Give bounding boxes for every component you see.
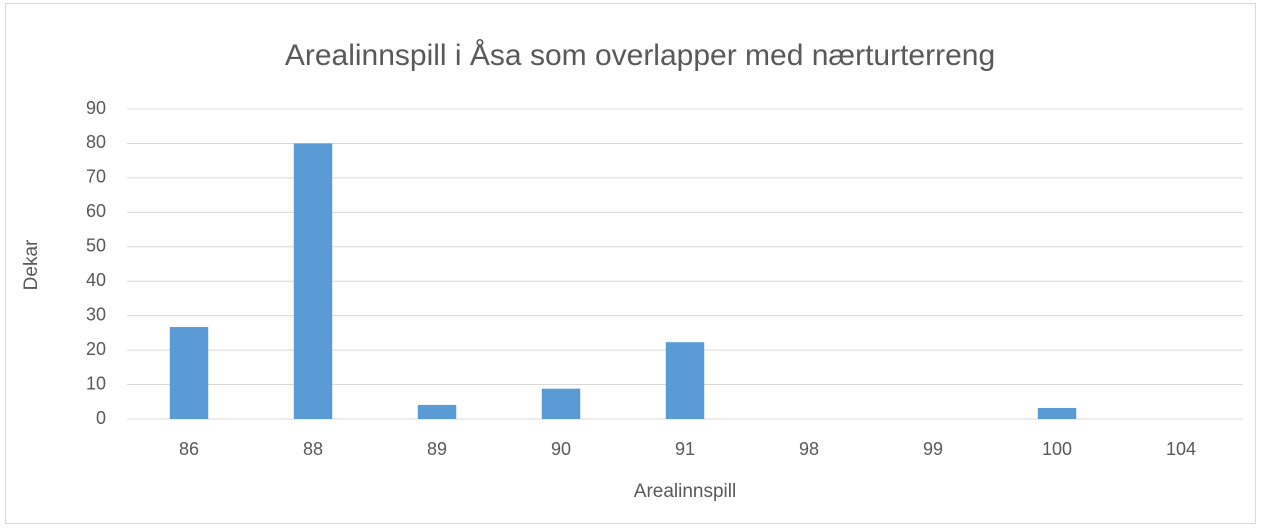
x-tick-label: 89 xyxy=(427,439,447,459)
y-axis-label: Dekar xyxy=(21,239,42,290)
y-tick-label: 10 xyxy=(86,373,106,393)
x-axis-label: Arealinnspill xyxy=(634,481,736,502)
x-tick-label: 86 xyxy=(179,439,199,459)
y-tick-label: 70 xyxy=(86,167,106,187)
bar xyxy=(293,143,333,419)
x-tick-label: 98 xyxy=(799,439,819,459)
y-tick-label: 80 xyxy=(86,132,106,152)
y-tick-label: 40 xyxy=(86,270,106,290)
x-tick-label: 91 xyxy=(675,439,695,459)
bar xyxy=(169,327,209,419)
x-tick-label: 104 xyxy=(1166,439,1196,459)
y-tick-label: 50 xyxy=(86,236,106,256)
bar xyxy=(417,404,457,419)
x-tick-label: 88 xyxy=(303,439,323,459)
chart-frame xyxy=(5,3,1256,524)
x-tick-label: 99 xyxy=(923,439,943,459)
y-tick-label: 30 xyxy=(86,304,106,324)
chart-title: Arealinnspill i Åsa som overlapper med n… xyxy=(285,39,995,72)
bar xyxy=(541,388,581,419)
y-tick-label: 0 xyxy=(96,408,106,428)
y-tick-label: 90 xyxy=(86,98,106,118)
x-tick-label: 90 xyxy=(551,439,571,459)
bar xyxy=(665,342,705,419)
x-tick-label: 100 xyxy=(1042,439,1072,459)
y-tick-label: 20 xyxy=(86,339,106,359)
y-tick-label: 60 xyxy=(86,201,106,221)
bar xyxy=(1037,407,1077,419)
